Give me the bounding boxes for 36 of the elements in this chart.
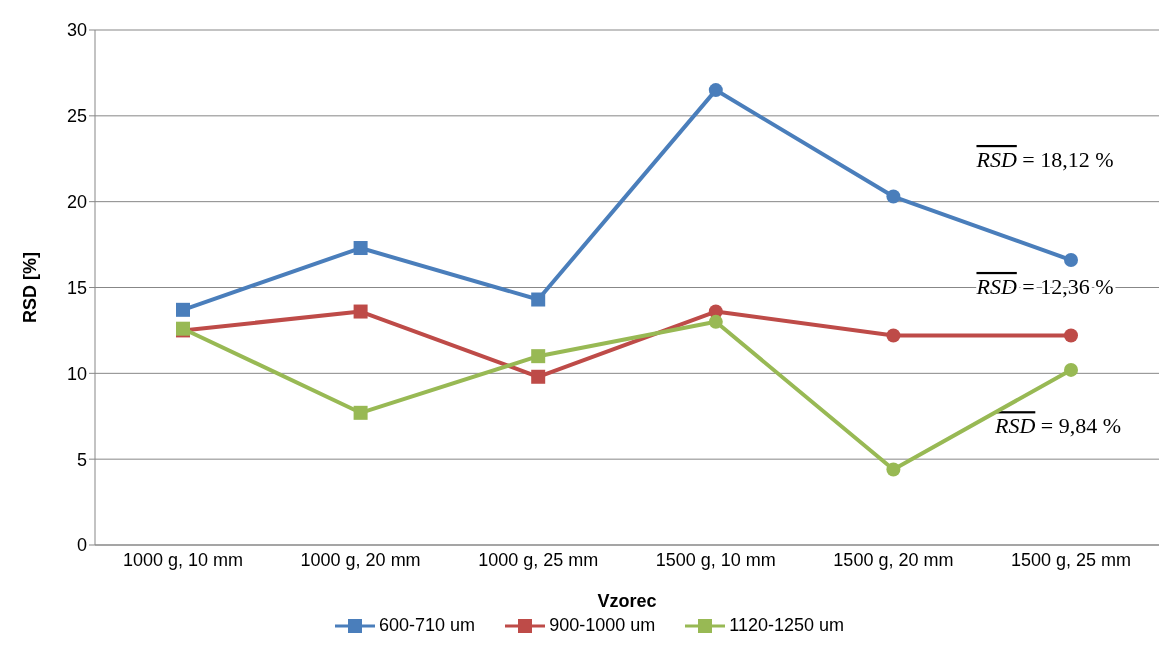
x-axis-title: Vzorec — [597, 591, 657, 611]
point — [531, 369, 546, 384]
legend-label: 900-1000 um — [549, 615, 656, 636]
point — [176, 302, 190, 317]
x-tick-label: 1000 g, 20 mm — [300, 549, 421, 570]
x-tick-label: 1500 g, 20 mm — [833, 549, 954, 570]
point — [886, 328, 901, 343]
y-tick-label: 30 — [66, 20, 87, 41]
legend-label: 1120-1250 um — [729, 615, 844, 636]
point — [708, 83, 723, 98]
point — [353, 241, 368, 256]
point — [353, 304, 368, 319]
point — [353, 405, 368, 420]
annotation: RSD = 18,12 % — [975, 146, 1114, 172]
point — [886, 462, 901, 477]
y-axis-title: RSD [%] — [20, 252, 41, 323]
y-tick-label: 25 — [66, 106, 87, 127]
x-tick-label: 1500 g, 10 mm — [655, 549, 776, 570]
legend-label: 600-710 um — [379, 615, 476, 636]
point — [886, 189, 901, 204]
point — [531, 349, 546, 364]
x-tick-label: 1500 g, 25 mm — [1010, 549, 1132, 570]
annotation: RSD = 9,84 % — [993, 413, 1122, 439]
point — [531, 292, 546, 307]
point — [1064, 362, 1078, 377]
point — [1064, 253, 1078, 268]
x-tick-label: 1000 g, 25 mm — [478, 549, 599, 570]
point — [1064, 328, 1078, 343]
y-tick-label: 5 — [76, 449, 87, 470]
y-tick-label: 15 — [66, 277, 87, 298]
y-tick-label: 20 — [66, 192, 87, 213]
x-tick-label: 1000 g, 10 mm — [122, 549, 244, 570]
y-tick-label: 10 — [66, 363, 87, 384]
point — [708, 314, 723, 329]
annotation: RSD = 12,36 % — [975, 273, 1114, 299]
y-tick-label: 0 — [76, 535, 87, 556]
